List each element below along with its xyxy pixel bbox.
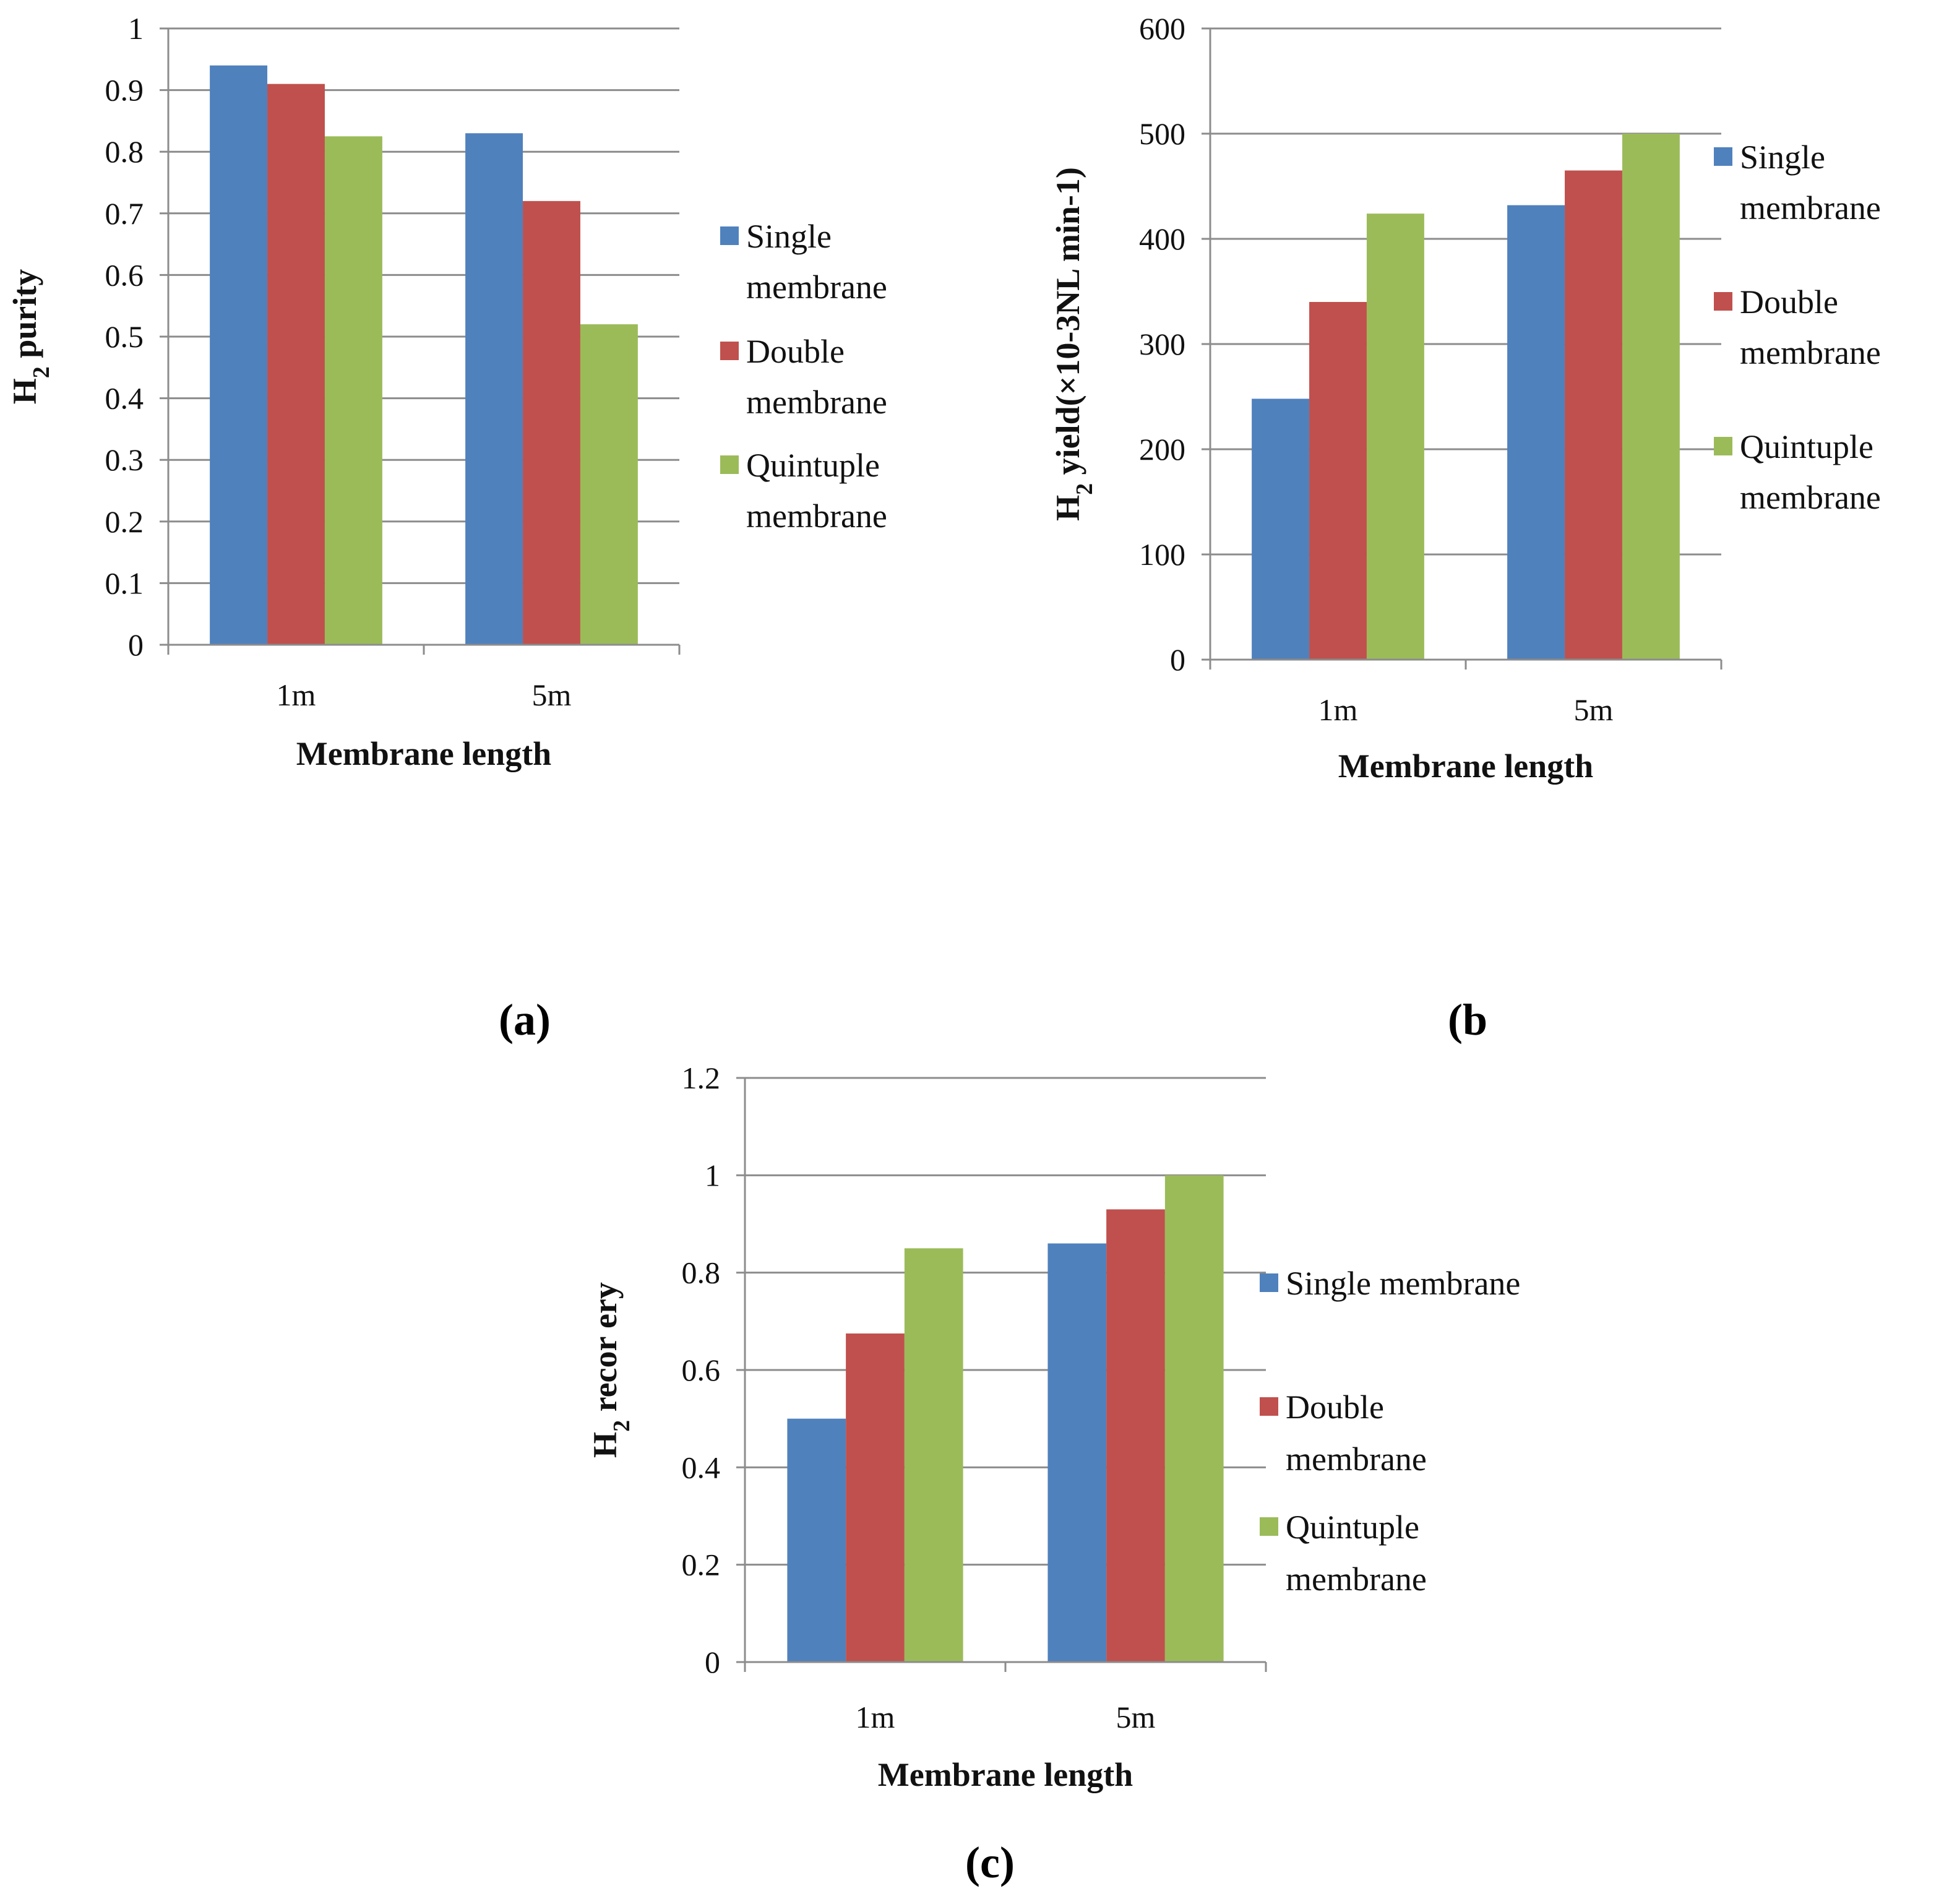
y-axis-title: H2 recor ery — [587, 1282, 635, 1458]
bar — [787, 1418, 846, 1662]
legend-label: membrane — [746, 384, 887, 421]
x-tick-label: 5m — [1116, 1700, 1156, 1734]
y-axis-title: H2 yield(×10-3NL min-1) — [1049, 167, 1098, 521]
y-tick-label: 0.2 — [682, 1548, 721, 1582]
y-axis-title-main: H — [587, 1432, 624, 1458]
y-tick-label: 0.7 — [105, 196, 144, 231]
chart-panel-3: 0 0.2 0.4 0.6 0.8 1 1.2 1m 5m Membrane length H2 r… — [587, 1061, 1520, 1887]
bar — [846, 1333, 905, 1662]
bar — [1507, 205, 1565, 660]
legend-swatch — [1260, 1517, 1278, 1536]
legend-swatch — [720, 342, 739, 360]
x-tick-label: 5m — [532, 678, 572, 712]
bar — [523, 200, 580, 645]
legend-label: Single — [746, 218, 832, 255]
y-axis-title: H2 purity — [6, 269, 54, 405]
chart-panel-1: 0 0.1 0.2 0.3 0.4 0.5 0.6 0.7 0.8 0.9 1 1m 5m Membran… — [6, 11, 887, 1045]
panel-label: (c) — [965, 1838, 1015, 1887]
bar — [1622, 134, 1680, 660]
legend-label: Quintuple — [1740, 428, 1873, 465]
bar — [1309, 302, 1367, 660]
bar — [1252, 398, 1310, 660]
y-tick-label: 0.5 — [105, 319, 144, 354]
x-tick-label: 5m — [1574, 692, 1614, 727]
legend-label: Single membrane — [1286, 1265, 1520, 1302]
bar — [210, 65, 268, 645]
legend-swatch — [720, 455, 739, 474]
y-axis-title-subscript: 2 — [1072, 483, 1098, 495]
bar — [1565, 170, 1622, 660]
x-axis-title: Membrane length — [878, 1756, 1133, 1793]
legend-label: membrane — [1286, 1441, 1427, 1478]
bar — [1366, 213, 1424, 660]
bar — [267, 84, 325, 645]
bar — [324, 136, 382, 645]
x-axis-title: Membrane length — [1338, 747, 1593, 785]
y-tick-label: 1 — [128, 11, 144, 46]
bar — [904, 1248, 963, 1662]
legend-label: membrane — [1740, 189, 1881, 226]
legend-label: Single — [1740, 139, 1825, 176]
y-tick-label: 0.6 — [105, 257, 144, 292]
legend-swatch — [1714, 292, 1732, 311]
bar — [1106, 1209, 1165, 1662]
bar — [580, 324, 638, 645]
legend-label: Double — [746, 333, 845, 370]
y-axis-title-subscript: 2 — [28, 366, 54, 378]
y-tick-label: 400 — [1139, 222, 1185, 256]
bar — [1047, 1243, 1107, 1662]
legend-swatch — [1714, 437, 1732, 455]
legend-label: membrane — [1740, 479, 1881, 516]
y-tick-label: 200 — [1139, 432, 1185, 467]
y-tick-label: 1.2 — [682, 1061, 721, 1095]
x-tick-label: 1m — [277, 678, 316, 712]
legend-label: Quintuple — [1286, 1509, 1419, 1546]
x-tick-label: 1m — [1318, 692, 1358, 727]
y-tick-label: 0.4 — [105, 381, 144, 416]
y-axis-title-rest: purity — [6, 269, 43, 367]
y-tick-label: 0.8 — [682, 1256, 721, 1290]
y-axis-title-rest: yield(×10-3NL min-1) — [1049, 167, 1086, 483]
y-tick-label: 0 — [1170, 642, 1185, 677]
y-axis-title-subscript: 2 — [609, 1420, 635, 1432]
y-tick-label: 1 — [705, 1158, 720, 1192]
y-tick-label: 0 — [705, 1645, 720, 1679]
legend-swatch — [1260, 1273, 1278, 1292]
y-axis-title-rest: recor ery — [587, 1282, 624, 1420]
legend-label: membrane — [1286, 1561, 1427, 1598]
x-tick-label: 1m — [856, 1700, 895, 1734]
legend-label: membrane — [1740, 334, 1881, 371]
bar — [1164, 1175, 1224, 1662]
y-tick-label: 0 — [128, 627, 144, 662]
y-tick-label: 500 — [1139, 116, 1185, 151]
chart-panel-2: 0 100 200 300 400 500 600 1m 5m Membrane length H2… — [1049, 11, 1881, 1045]
y-tick-label: 0.9 — [105, 73, 144, 108]
y-axis-title-main: H — [6, 378, 43, 404]
legend-label: Double — [1740, 283, 1838, 321]
y-tick-label: 0.6 — [682, 1353, 721, 1387]
y-tick-label: 0.1 — [105, 566, 144, 600]
y-axis-title-main: H — [1049, 495, 1086, 521]
legend-label: Double — [1286, 1389, 1384, 1426]
y-tick-label: 300 — [1139, 327, 1185, 361]
legend-label: Quintuple — [746, 447, 880, 484]
legend-swatch — [1260, 1397, 1278, 1416]
y-tick-label: 0.8 — [105, 134, 144, 169]
panel-label: (b — [1448, 995, 1487, 1045]
x-axis-title: Membrane length — [296, 735, 551, 772]
panel-label: (a) — [499, 995, 551, 1045]
legend-swatch — [720, 226, 739, 245]
y-tick-label: 100 — [1139, 537, 1185, 572]
y-tick-label: 0.3 — [105, 442, 144, 477]
bar — [465, 133, 523, 645]
y-tick-label: 0.2 — [105, 504, 144, 539]
y-tick-label: 600 — [1139, 11, 1185, 46]
legend-swatch — [1714, 147, 1732, 166]
y-tick-label: 0.4 — [682, 1450, 721, 1484]
legend-label: membrane — [746, 269, 887, 306]
legend-label: membrane — [746, 498, 887, 535]
